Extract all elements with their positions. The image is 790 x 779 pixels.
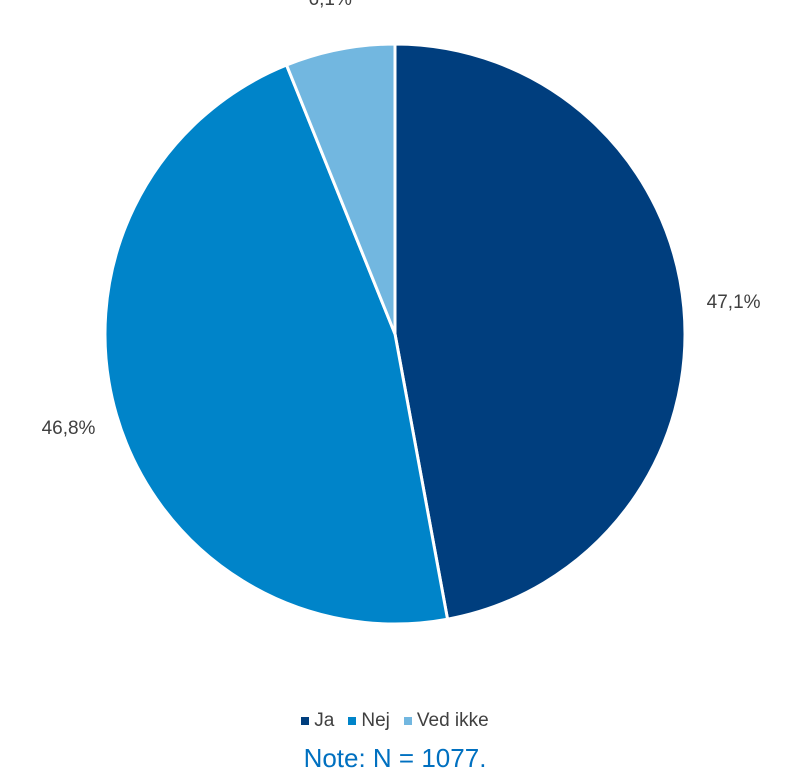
data-label-nej: 46,8% — [42, 418, 96, 439]
note-suffix: . — [479, 743, 487, 773]
legend-label: Ja — [314, 710, 335, 731]
legend-item-ja: Ja — [301, 710, 334, 732]
chart-legend: Ja Nej Ved ikke — [0, 710, 790, 732]
legend-item-ved-ikke: Ved ikke — [403, 710, 489, 732]
legend-label: Nej — [361, 710, 390, 731]
legend-item-nej: Nej — [348, 710, 390, 732]
note-n: 1077 — [421, 743, 480, 773]
data-label-ved-ikke: 6,1% — [309, 0, 352, 10]
legend-swatch — [301, 717, 310, 725]
note-prefix: Note: N = — [303, 743, 422, 773]
pie-slice-ved-ikke — [285, 42, 397, 336]
pie-slices — [103, 42, 687, 626]
pie-slice-nej — [103, 63, 450, 626]
note-text: Note: N = 1077. — [0, 743, 790, 774]
pie-data-labels: 47,1% 46,8% 6,1% — [42, 0, 761, 439]
legend-swatch — [348, 717, 357, 725]
legend-swatch — [403, 717, 412, 725]
data-label-ja: 47,1% — [707, 292, 761, 313]
pie-slice-ja — [393, 42, 687, 621]
legend-label: Ved ikke — [416, 710, 489, 731]
